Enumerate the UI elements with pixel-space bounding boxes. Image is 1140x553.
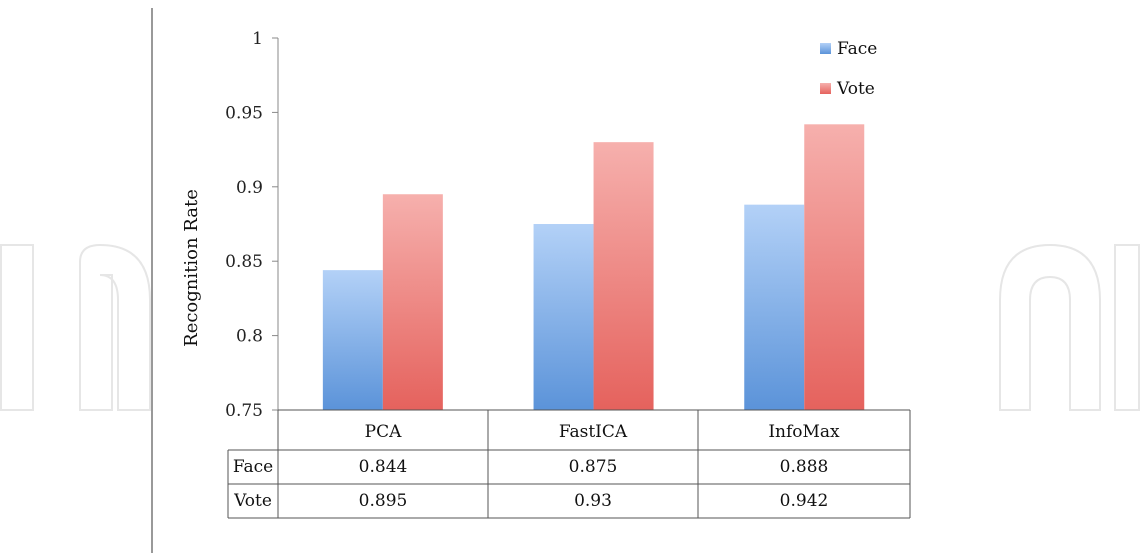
table-cell-vote-infomax: 0.942 xyxy=(780,491,829,511)
y-tick-label: 0.95 xyxy=(225,103,263,123)
table-header-pca: PCA xyxy=(365,422,402,442)
legend: Face Vote xyxy=(820,39,877,99)
watermark xyxy=(0,243,1140,411)
table-cell-face-infomax: 0.888 xyxy=(780,457,829,477)
legend-label-vote: Vote xyxy=(836,79,875,99)
table-cell-face-pca: 0.844 xyxy=(359,457,408,477)
bar-face-infomax xyxy=(744,204,805,410)
table-cell-vote-fastica: 0.93 xyxy=(574,491,612,511)
bar-vote-fastica xyxy=(593,142,654,410)
table-cell-vote-pca: 0.895 xyxy=(359,491,408,511)
legend-swatch-vote xyxy=(820,83,831,94)
legend-swatch-face xyxy=(820,43,831,54)
y-tick-label: 1 xyxy=(252,29,263,49)
table-header-infomax: InfoMax xyxy=(768,422,840,442)
table-row-label-face: Face xyxy=(233,457,273,477)
table-cell-face-fastica: 0.875 xyxy=(569,457,618,477)
data-table xyxy=(227,409,911,519)
y-tick-label: 0.8 xyxy=(236,327,263,347)
table-header-fastica: FastICA xyxy=(559,422,628,442)
bar-face-pca xyxy=(322,270,383,410)
y-tick-label: 0.75 xyxy=(225,401,263,421)
table-row-label-vote: Vote xyxy=(233,491,272,511)
bar-face-fastica xyxy=(533,224,594,410)
y-ticks: 0.75 0.8 0.85 0.9 0.95 1 xyxy=(225,29,278,421)
y-tick-label: 0.9 xyxy=(236,178,263,198)
bar-vote-pca xyxy=(382,194,443,410)
y-tick-label: 0.85 xyxy=(225,252,263,272)
bar-vote-infomax xyxy=(804,124,865,410)
y-axis-label: Recognition Rate xyxy=(181,189,202,347)
bars xyxy=(322,124,865,410)
legend-label-face: Face xyxy=(837,39,877,59)
